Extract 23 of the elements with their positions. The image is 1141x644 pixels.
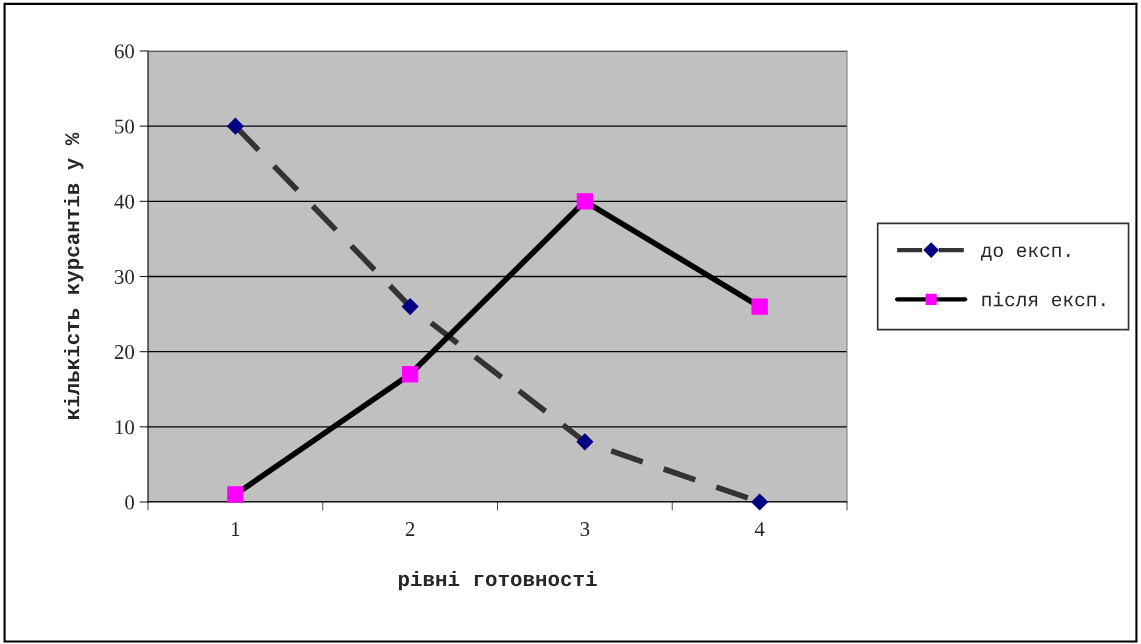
x-tick-label: 1 — [232, 522, 240, 536]
x-axis-title: рівні готовності — [398, 570, 597, 591]
point — [751, 493, 768, 511]
x-tick-label: 4 — [754, 522, 765, 536]
y-tick-label: 50 — [115, 119, 135, 134]
y-tick-label: 20 — [114, 345, 135, 360]
point — [576, 433, 594, 451]
y-tick-label: 10 — [115, 420, 135, 435]
point — [401, 298, 419, 315]
point — [227, 486, 244, 503]
y-tick-label: 40 — [114, 194, 135, 209]
legend-label: до експ. — [980, 246, 1070, 261]
y-axis-title: кількість курсантів у % — [64, 132, 84, 419]
legend-label: після експ. — [982, 292, 1105, 307]
y-tick-label: 60 — [114, 44, 135, 59]
x-tick-label: 3 — [580, 522, 590, 537]
point — [751, 298, 768, 315]
y-tick-label: 0 — [125, 495, 135, 510]
point — [576, 193, 594, 210]
point — [227, 117, 244, 135]
point — [401, 366, 419, 383]
x-tick-label: 2 — [405, 522, 415, 536]
y-tick-label: 30 — [114, 269, 135, 284]
